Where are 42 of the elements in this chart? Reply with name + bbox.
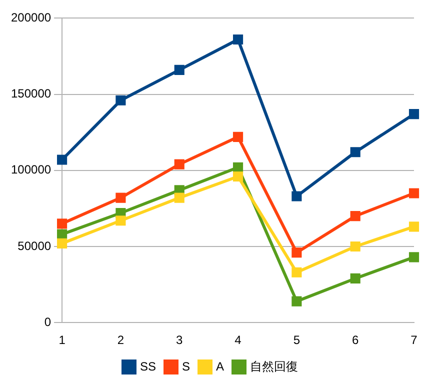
point bbox=[408, 252, 420, 262]
point bbox=[292, 267, 302, 278]
x-tick-label: 4 bbox=[234, 333, 242, 348]
point bbox=[292, 296, 302, 306]
x-tick-label: 1 bbox=[58, 333, 66, 348]
point bbox=[57, 218, 68, 229]
y-tick-label: 100000 bbox=[10, 162, 52, 177]
point bbox=[292, 248, 302, 258]
y-tick-label: 50000 bbox=[18, 238, 52, 253]
point bbox=[116, 216, 126, 226]
point bbox=[350, 211, 360, 222]
legend-label: 自然回復 bbox=[250, 359, 298, 374]
point bbox=[57, 238, 68, 248]
point bbox=[232, 132, 244, 142]
x-tick-label: 2 bbox=[117, 333, 124, 348]
legend-label: S bbox=[182, 359, 190, 374]
y-tick-label: 150000 bbox=[10, 86, 52, 101]
point bbox=[116, 95, 126, 106]
point bbox=[408, 222, 420, 232]
point bbox=[292, 191, 302, 202]
point bbox=[408, 188, 420, 198]
y-tick-label: 0 bbox=[44, 314, 52, 329]
point bbox=[232, 34, 244, 45]
point bbox=[232, 162, 244, 172]
point bbox=[174, 192, 184, 203]
x-tick-label: 7 bbox=[410, 333, 418, 348]
x-tick-label: 5 bbox=[293, 333, 300, 348]
point bbox=[116, 192, 126, 203]
point bbox=[174, 64, 184, 75]
legend-label: A bbox=[216, 359, 224, 374]
point bbox=[350, 147, 360, 158]
y-tick-label: 200000 bbox=[10, 10, 52, 25]
legend-label: SS bbox=[140, 359, 156, 374]
point bbox=[232, 171, 244, 182]
point bbox=[350, 241, 360, 252]
point bbox=[174, 159, 184, 170]
x-tick-label: 6 bbox=[352, 333, 359, 348]
x-tick-label: 3 bbox=[176, 333, 184, 348]
point bbox=[57, 154, 68, 165]
point bbox=[408, 109, 420, 120]
point bbox=[57, 229, 68, 240]
point bbox=[350, 273, 360, 284]
